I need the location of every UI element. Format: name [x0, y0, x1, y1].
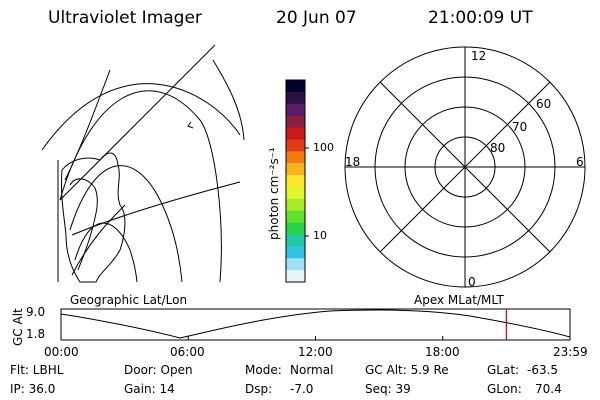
coastline [60, 152, 126, 283]
lat-circle-3 [69, 165, 183, 283]
mlat-label-80: 80 [490, 141, 506, 155]
colorbar-cell [286, 80, 305, 93]
colorbar-cell [286, 163, 305, 176]
lon-line-1 [59, 44, 216, 201]
alt-xtick-0000: 00:00 [44, 345, 79, 359]
colorbar-cell [286, 198, 305, 212]
colorbar-cell [286, 175, 305, 188]
colorbar-cell [286, 115, 305, 129]
colorbar-cell [286, 258, 305, 271]
mode-value: Normal [290, 363, 334, 377]
apex-caption: Apex MLat/MLT [414, 293, 504, 307]
colorbar-cell [286, 246, 305, 259]
dsp-label: Dsp: [245, 382, 273, 396]
mlt-label-6: 6 [576, 155, 584, 169]
lon-line-3 [64, 69, 111, 181]
time-label: 21:00:09 UT [428, 8, 533, 28]
gc-alt-info: GC Alt: 5.9 Re [365, 363, 449, 377]
geographic-caption: Geographic Lat/Lon [70, 293, 188, 307]
alt-xtick-2359: 23:59 [553, 345, 588, 359]
glat-value: -63.5 [527, 363, 559, 377]
alt-ytick-9: 9.0 [26, 305, 46, 319]
colorbar-tick-10: 10 [313, 229, 327, 242]
flt-info: Flt: LBHL [10, 363, 64, 377]
gain-info: Gain: 14 [124, 382, 175, 396]
lat-circle-2 [59, 90, 222, 283]
colorbar-cell [286, 210, 305, 224]
terminator-arc [212, 59, 245, 141]
mlt-label-0: 0 [468, 275, 476, 289]
lon-line-4 [71, 204, 126, 276]
colorbar-cell [286, 103, 305, 117]
mlt-label-12: 12 [471, 49, 487, 63]
colorbar-cell [286, 127, 305, 140]
colorbar-cell [286, 186, 305, 200]
mode-label: Mode: [245, 363, 282, 377]
colorbar-cell [286, 222, 305, 235]
colorbar-cell [286, 139, 305, 152]
altitude-ylabel: GC Alt [11, 308, 25, 346]
mlat-label-60: 60 [536, 97, 552, 111]
instrument-title: Ultraviolet Imager [48, 8, 202, 28]
ip-info: IP: 36.0 [10, 382, 56, 396]
glon-label: GLon: [487, 382, 522, 396]
alt-xtick-1800: 18:00 [425, 345, 460, 359]
colorbar-cell [286, 151, 305, 164]
glat-label: GLat: [487, 363, 520, 377]
coastline-inner [69, 178, 98, 271]
mlt-label-18: 18 [345, 155, 361, 169]
lat-circle-1 [41, 83, 241, 151]
marker-tick [187, 121, 194, 129]
lon-line-2 [71, 181, 241, 236]
mlat-label-70: 70 [512, 120, 528, 134]
door-info: Door: Open [124, 363, 193, 377]
colorbar-cell [286, 234, 305, 247]
colorbar-cell [286, 91, 305, 105]
date-label: 20 Jun 07 [276, 8, 357, 28]
alt-xtick-1200: 12:00 [298, 345, 333, 359]
seq-info: Seq: 39 [365, 382, 411, 396]
colorbar-tick-100: 100 [313, 141, 334, 154]
colorbar-cell [286, 270, 305, 283]
glon-value: 70.4 [535, 382, 562, 396]
dsp-value: -7.0 [290, 382, 314, 396]
alt-ytick-1-8: 1.8 [26, 327, 46, 341]
lat-circle-4 [74, 222, 138, 283]
alt-xtick-0600: 06:00 [170, 345, 205, 359]
